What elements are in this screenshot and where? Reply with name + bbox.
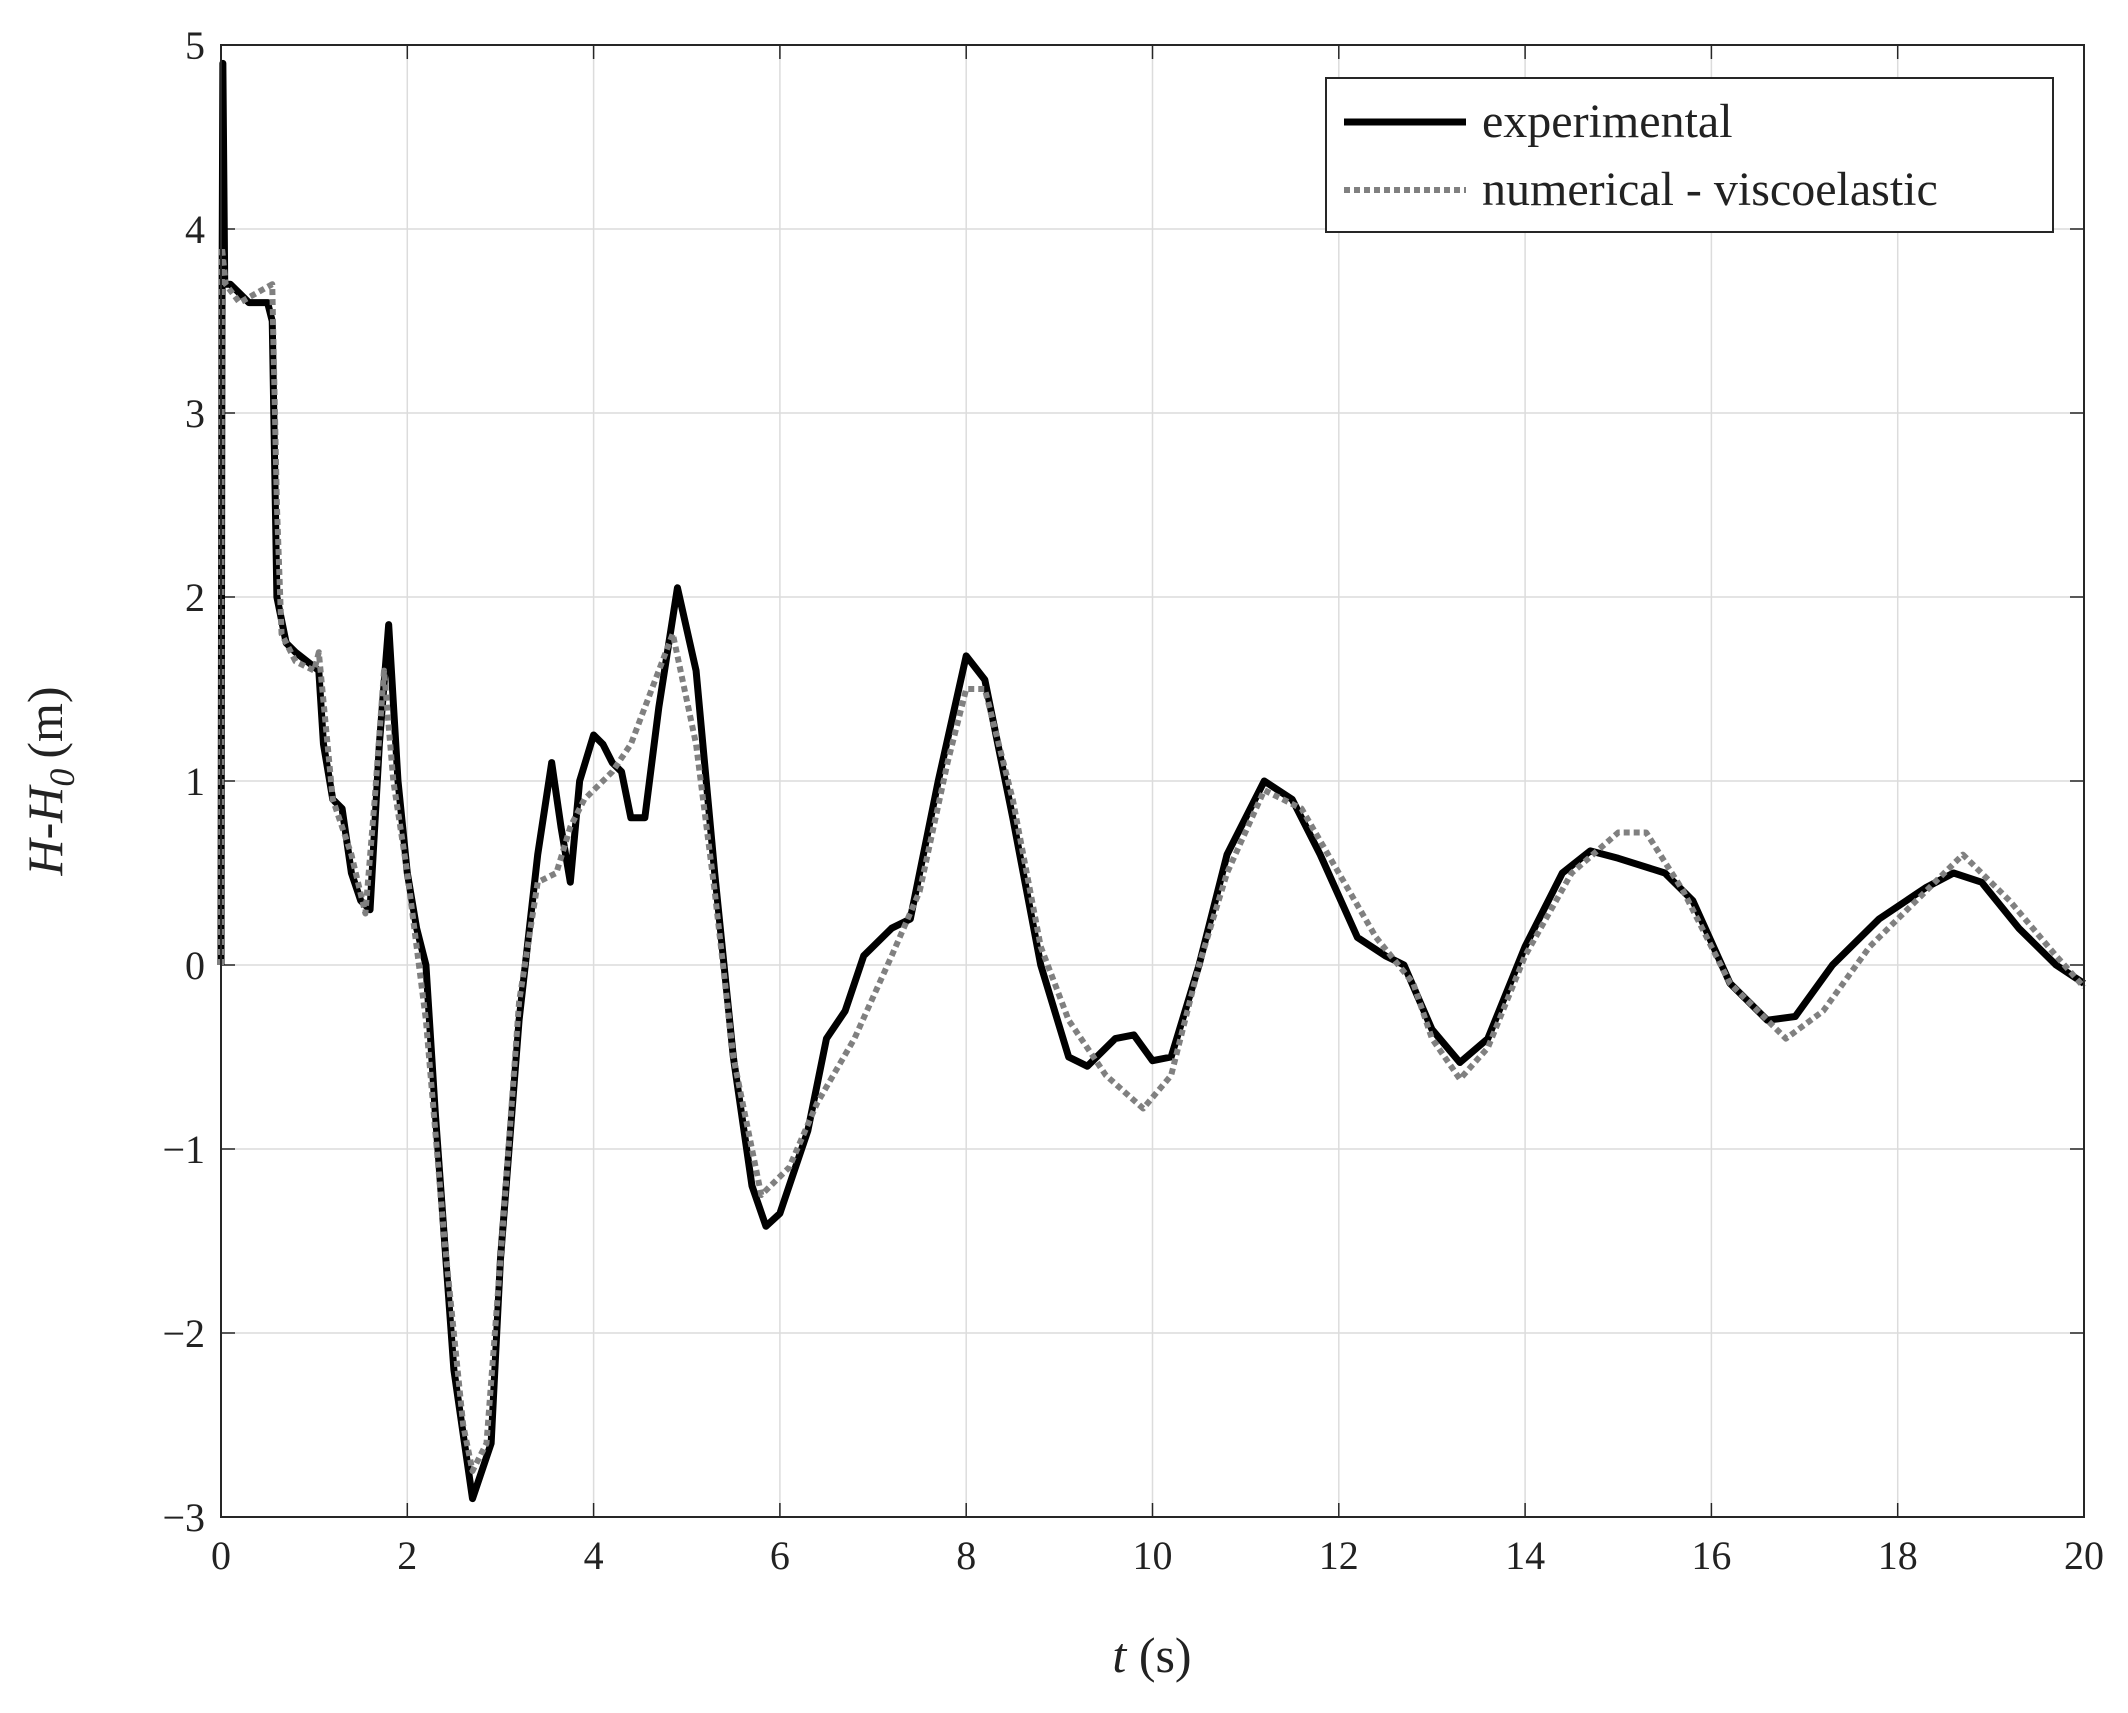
y-tick-label: 0 (185, 943, 205, 988)
legend: experimental numerical - viscoelastic (1325, 77, 2054, 233)
x-tick-label: 10 (1133, 1533, 1173, 1578)
x-label-unit: (s) (1139, 1627, 1192, 1683)
x-tick-label: 18 (1878, 1533, 1918, 1578)
x-tick-label: 4 (584, 1533, 604, 1578)
y-axis-label: H-H0 (m) (17, 686, 82, 876)
x-tick-label: 12 (1319, 1533, 1359, 1578)
data-line (217, 59, 2086, 1503)
y-label-sub: 0 (42, 769, 82, 787)
x-tick-label: 2 (397, 1533, 417, 1578)
y-tick-label: −3 (162, 1495, 205, 1540)
plot-frame (220, 44, 2085, 1518)
y-label-main: H-H (17, 784, 73, 877)
legend-label: numerical - viscoelastic (1482, 163, 1938, 216)
legend-label: experimental (1482, 95, 1733, 148)
x-tick-label: 6 (770, 1533, 790, 1578)
y-tick-label: −1 (162, 1127, 205, 1172)
y-tick-label: −2 (162, 1311, 205, 1356)
x-tick-label: 14 (1505, 1533, 1545, 1578)
x-tick-label: 0 (211, 1533, 231, 1578)
x-tick-label: 8 (956, 1533, 976, 1578)
y-tick-label: 2 (185, 575, 205, 620)
y-label-unit: (m) (17, 686, 73, 758)
x-tick-label: 16 (1691, 1533, 1731, 1578)
x-tick-label: 20 (2064, 1533, 2104, 1578)
y-tick-label: 3 (185, 391, 205, 436)
x-axis-label: t (s) (1112, 1627, 1191, 1683)
x-label-var: t (1112, 1627, 1127, 1683)
y-tick-label: 1 (185, 759, 205, 804)
data-line (218, 244, 2087, 1474)
y-tick-label: 4 (185, 207, 205, 252)
y-tick-label: 5 (185, 23, 205, 68)
legend-box (1325, 77, 2054, 233)
